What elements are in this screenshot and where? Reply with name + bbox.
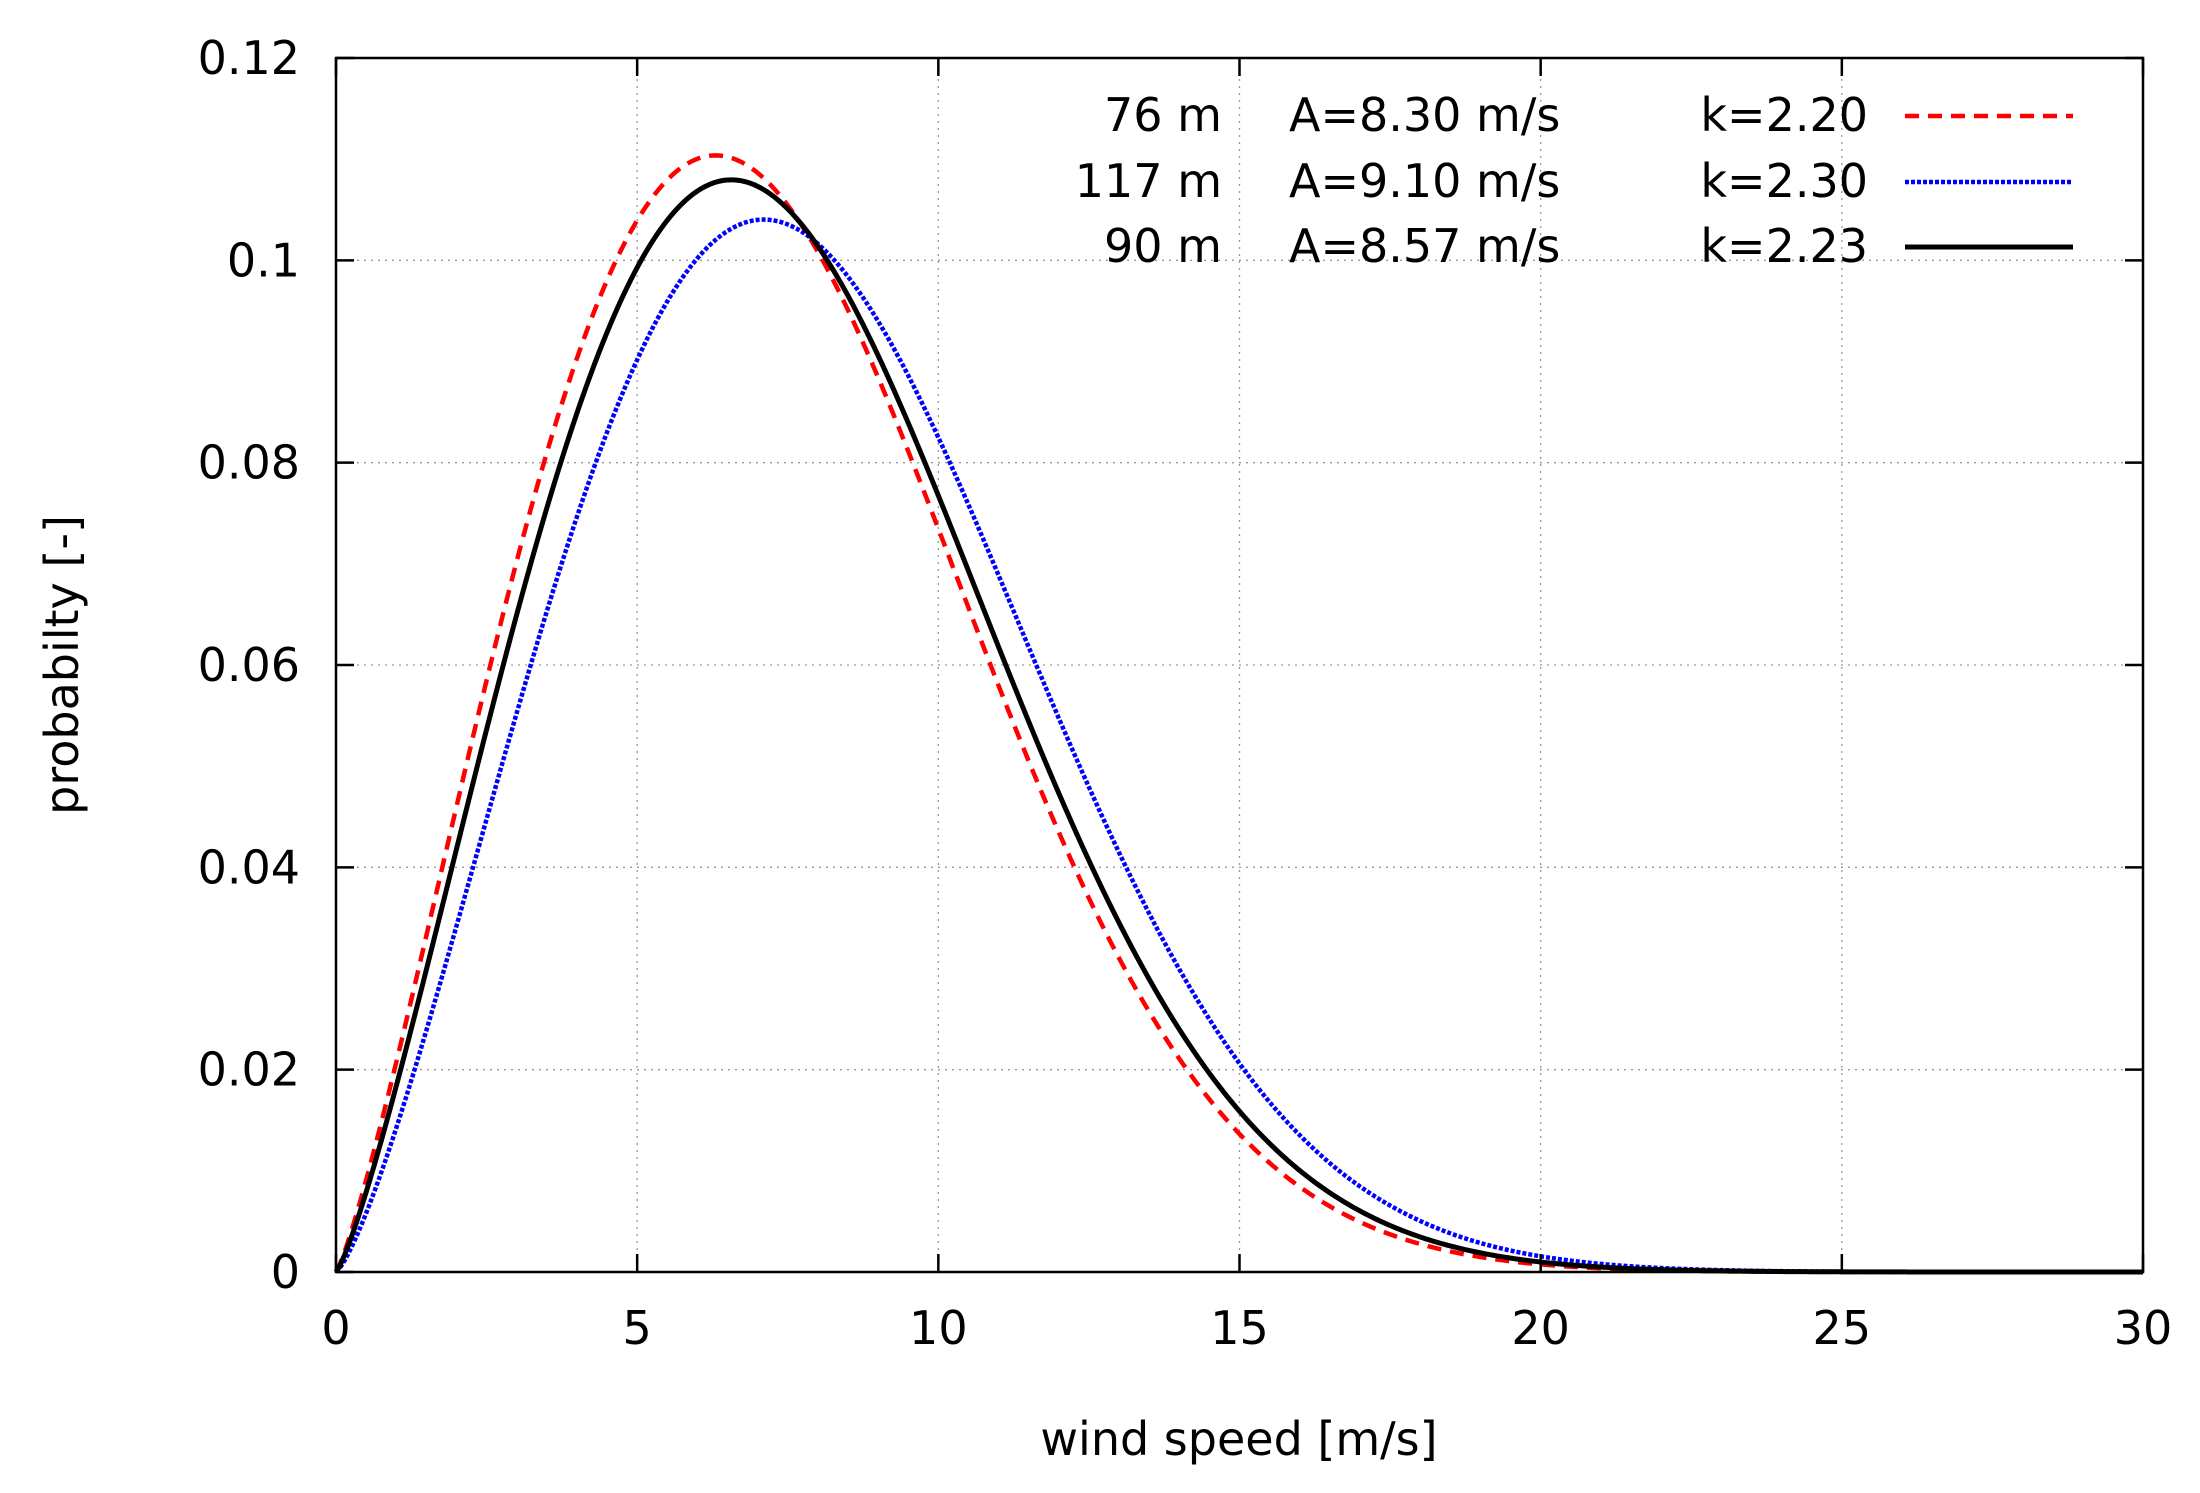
x-tick-label: 10 (909, 1301, 968, 1355)
y-axis-label: probabilty [-] (35, 515, 89, 815)
x-axis-label: wind speed [m/s] (1040, 1412, 1437, 1466)
x-tick-label: 30 (2114, 1301, 2173, 1355)
y-tick-label: 0 (271, 1245, 300, 1299)
y-tick-label: 0.02 (198, 1043, 300, 1097)
legend-height: 76 m (1104, 88, 1222, 142)
axis-ticks (334, 56, 2145, 1274)
legend-k-param: k=2.23 (1700, 219, 1868, 273)
y-tick-label: 0.08 (198, 436, 300, 490)
x-tick-label: 5 (623, 1301, 652, 1355)
y-tick-label: 0.12 (198, 31, 300, 85)
legend-k-param: k=2.30 (1700, 154, 1868, 208)
legend-a-param: A=8.30 m/s (1289, 88, 1560, 142)
x-tick-label: 0 (321, 1301, 350, 1355)
y-tick-label: 0.1 (227, 233, 300, 287)
grid (336, 58, 2143, 1272)
legend: 76 m A=8.30 m/s k=2.20 117 m A=9.10 m/s k=2.3… (1075, 88, 2073, 273)
y-tick-label: 0.06 (198, 638, 300, 692)
legend-height: 117 m (1075, 154, 1222, 208)
x-tick-label: 20 (1511, 1301, 1570, 1355)
tick-labels: 0 5 10 15 20 25 30 0 0.02 0.04 0.06 0.08 0.1 0.12 (198, 31, 2173, 1355)
x-tick-label: 15 (1210, 1301, 1269, 1355)
legend-a-param: A=9.10 m/s (1289, 154, 1560, 208)
legend-k-param: k=2.20 (1700, 88, 1868, 142)
legend-height: 90 m (1104, 219, 1222, 273)
x-tick-label: 25 (1813, 1301, 1872, 1355)
legend-a-param: A=8.57 m/s (1289, 219, 1560, 273)
y-tick-label: 0.04 (198, 840, 300, 894)
